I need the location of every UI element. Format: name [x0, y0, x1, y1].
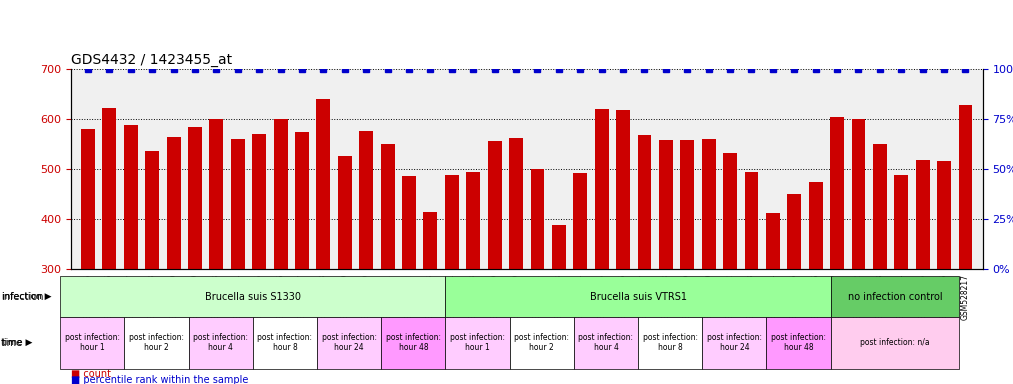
- Bar: [681, 140, 694, 384]
- Bar: [402, 176, 416, 384]
- Bar: [102, 108, 116, 384]
- Text: post infection:
hour 8: post infection: hour 8: [257, 333, 312, 353]
- Bar: [658, 140, 673, 384]
- Bar: [210, 119, 224, 384]
- Text: ■ count: ■ count: [71, 369, 110, 379]
- Bar: [381, 144, 395, 384]
- Text: infection ▶: infection ▶: [2, 292, 52, 301]
- Text: post infection:
hour 2: post infection: hour 2: [515, 333, 569, 353]
- Text: ■ percentile rank within the sample: ■ percentile rank within the sample: [71, 375, 248, 384]
- Text: post infection:
hour 4: post infection: hour 4: [578, 333, 633, 353]
- Bar: [487, 141, 501, 384]
- Bar: [338, 156, 352, 384]
- Bar: [167, 137, 180, 384]
- Text: post infection:
hour 2: post infection: hour 2: [129, 333, 184, 353]
- Text: infection: infection: [1, 291, 44, 302]
- Bar: [595, 109, 609, 384]
- Text: no infection control: no infection control: [848, 291, 942, 302]
- Text: post infection:
hour 1: post infection: hour 1: [65, 333, 120, 353]
- Bar: [808, 182, 823, 384]
- Bar: [81, 129, 95, 384]
- Text: post infection:
hour 24: post infection: hour 24: [322, 333, 377, 353]
- Bar: [316, 99, 330, 384]
- Bar: [531, 169, 544, 384]
- Text: post infection:
hour 4: post infection: hour 4: [193, 333, 248, 353]
- Bar: [252, 134, 266, 384]
- Text: post infection:
hour 24: post infection: hour 24: [707, 333, 762, 353]
- Bar: [894, 175, 909, 384]
- Bar: [510, 138, 523, 384]
- Text: post infection:
hour 48: post infection: hour 48: [771, 333, 826, 353]
- Bar: [766, 214, 780, 384]
- Bar: [616, 109, 630, 384]
- Text: Brucella suis VTRS1: Brucella suis VTRS1: [590, 291, 687, 302]
- Bar: [852, 119, 865, 384]
- Text: GDS4432 / 1423455_at: GDS4432 / 1423455_at: [71, 53, 232, 67]
- Bar: [937, 161, 951, 384]
- Bar: [360, 131, 373, 384]
- Text: post infection: n/a: post infection: n/a: [860, 338, 930, 347]
- Bar: [423, 212, 438, 384]
- Bar: [445, 175, 459, 384]
- Bar: [787, 194, 801, 384]
- Bar: [916, 161, 930, 384]
- Bar: [723, 153, 737, 384]
- Bar: [231, 139, 245, 384]
- Bar: [573, 173, 588, 384]
- Bar: [295, 131, 309, 384]
- Text: post infection:
hour 8: post infection: hour 8: [642, 333, 698, 353]
- Text: time ▶: time ▶: [2, 338, 32, 347]
- Bar: [702, 139, 715, 384]
- Text: time: time: [1, 338, 23, 348]
- Bar: [873, 144, 886, 384]
- Bar: [274, 119, 288, 384]
- Bar: [958, 105, 972, 384]
- Bar: [124, 125, 138, 384]
- Bar: [637, 134, 651, 384]
- Bar: [830, 117, 844, 384]
- Bar: [188, 127, 202, 384]
- Text: post infection:
hour 1: post infection: hour 1: [450, 333, 505, 353]
- Text: post infection:
hour 48: post infection: hour 48: [386, 333, 441, 353]
- Text: Brucella suis S1330: Brucella suis S1330: [205, 291, 301, 302]
- Bar: [466, 172, 480, 384]
- Bar: [145, 151, 159, 384]
- Bar: [745, 172, 759, 384]
- Bar: [552, 225, 566, 384]
